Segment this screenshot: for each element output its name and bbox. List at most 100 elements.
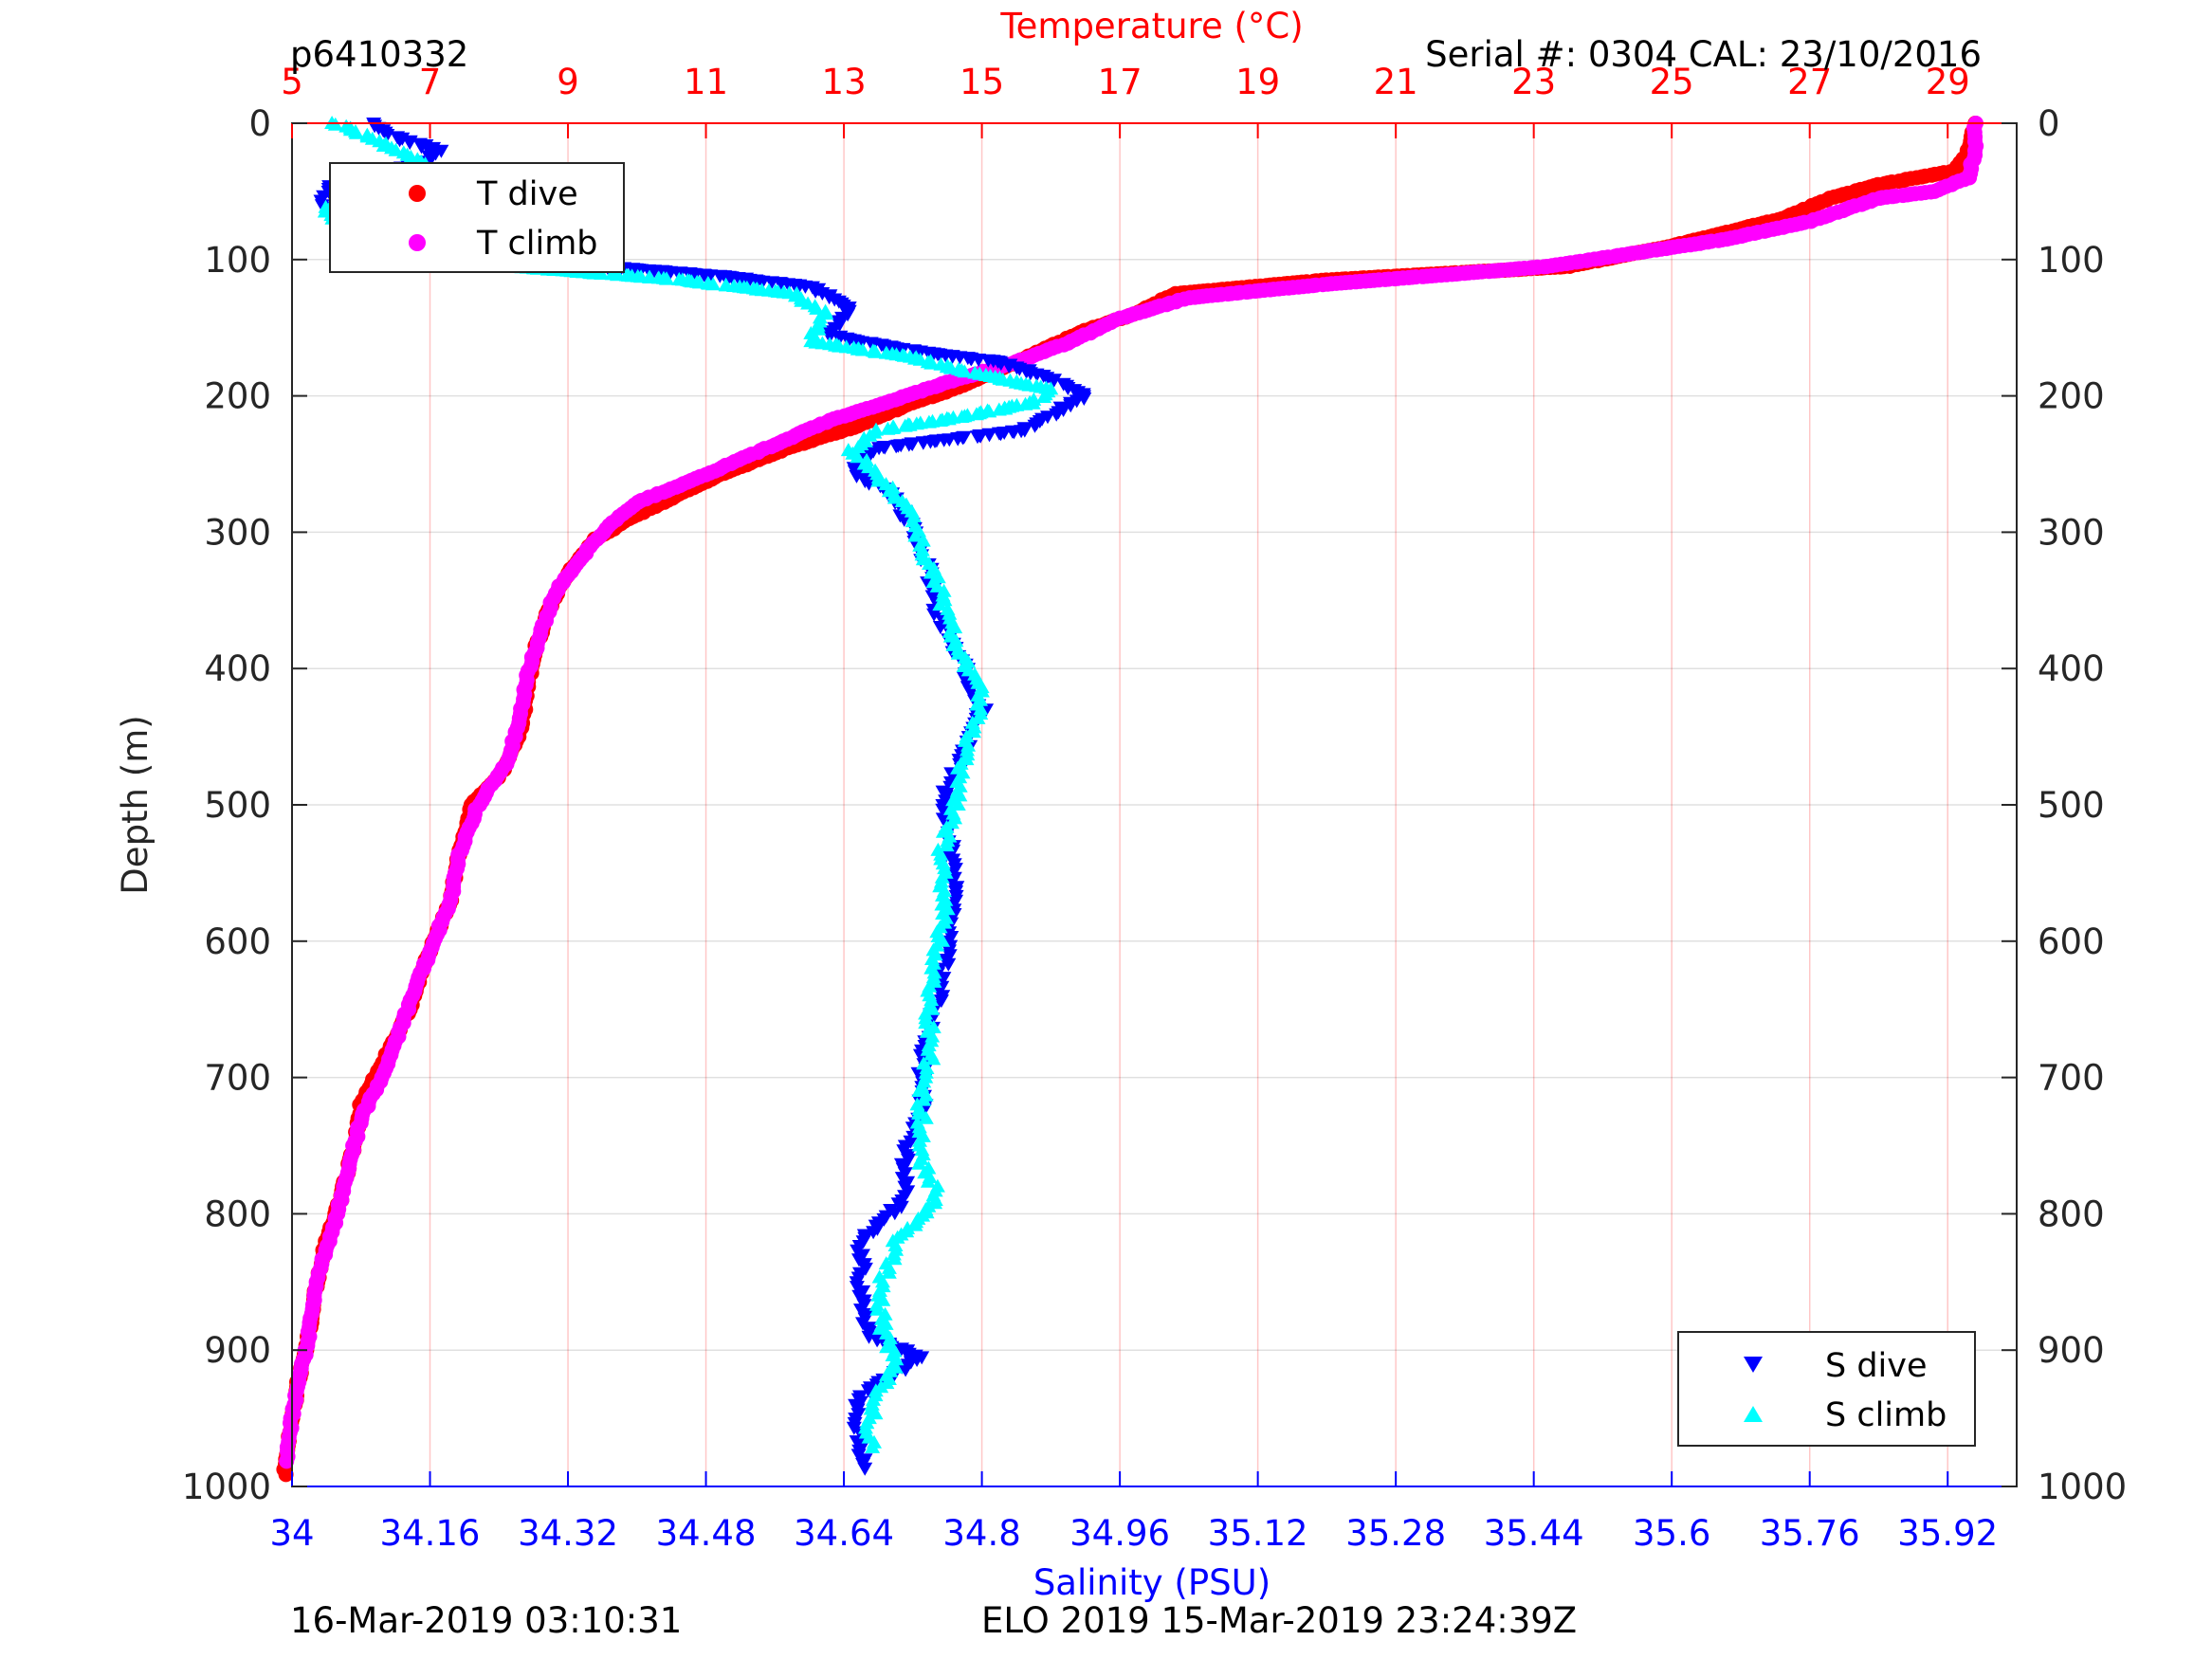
legend-salinity-box [1677, 1331, 1976, 1447]
temperature-tick-label: 21 [1374, 62, 1418, 102]
depth-tick-label-left: 0 [248, 103, 271, 144]
depth-tick-label-left: 400 [204, 648, 271, 689]
marker-s-climb [923, 565, 939, 579]
depth-tick-label-left: 600 [204, 921, 271, 962]
temperature-tick-label: 9 [557, 62, 579, 102]
depth-tick-label-left: 700 [204, 1058, 271, 1099]
legend-s-climb-label: S climb [1825, 1396, 1947, 1434]
salinity-tick-label: 35.6 [1633, 1513, 1710, 1554]
marker-s-climb [1036, 390, 1051, 403]
depth-tick-label-right: 200 [2038, 376, 2105, 417]
salinity-tick-label: 35.44 [1484, 1513, 1584, 1554]
salinity-tick-label: 35.12 [1208, 1513, 1308, 1554]
temperature-tick-label: 23 [1511, 62, 1556, 102]
marker-s-climb [932, 597, 948, 611]
footer-mission-info: ELO 2019 15-Mar-2019 23:24:39Z [981, 1600, 1577, 1641]
marker-s-dive [915, 436, 931, 450]
depth-tick-label-left: 100 [204, 240, 271, 281]
depth-tick-label-left: 800 [204, 1194, 271, 1234]
footer-timestamp: 16-Mar-2019 03:10:31 [290, 1600, 682, 1641]
marker-s-dive [941, 957, 957, 972]
legend-s-dive-marker [1744, 1357, 1763, 1373]
temperature-tick-label: 7 [419, 62, 442, 102]
salinity-tick-label: 34 [269, 1513, 314, 1554]
marker-s-dive [935, 812, 951, 827]
temperature-tick-label: 25 [1650, 62, 1694, 102]
marker-s-climb [880, 421, 896, 435]
marker-s-climb [950, 797, 966, 811]
salinity-tick-label: 34.48 [656, 1513, 757, 1554]
marker-s-climb [957, 364, 973, 378]
salinity-tick-label: 34.8 [942, 1513, 1020, 1554]
marker-s-dive [993, 428, 1009, 442]
temperature-tick-label: 11 [684, 62, 728, 102]
axes: 5 7 9 11 13 15 17 19 21 23 25 27 29 34 34.16 34.32 34.48… [182, 62, 2127, 1554]
depth-tick-label-left: 1000 [182, 1467, 271, 1507]
marker-s-climb [850, 449, 866, 464]
salinity-tick-label: 35.76 [1760, 1513, 1860, 1554]
marker-s-dive [855, 1317, 870, 1331]
depth-tick-label-right: 500 [2038, 785, 2105, 826]
marker-s-climb [969, 407, 984, 421]
marker-s-dive [926, 608, 942, 622]
depth-tick-label-right: 900 [2038, 1330, 2105, 1371]
marker-s-climb [881, 1265, 897, 1279]
marker-s-climb [865, 1439, 881, 1453]
header-serial-cal: Serial #: 0304 CAL: 23/10/2016 [1425, 34, 1982, 75]
legend-t-dive-marker [409, 185, 426, 202]
marker-s-climb [869, 1302, 886, 1316]
legend-temperature-box [329, 162, 625, 273]
marker-s-climb [907, 528, 923, 542]
marker-s-climb [897, 418, 913, 432]
temperature-axis-label: Temperature (°C) [999, 6, 1303, 46]
marker-s-dive [970, 430, 985, 445]
series-t-climb [279, 116, 1984, 1469]
marker-s-climb [870, 473, 887, 487]
depth-axis-label: Depth (m) [115, 715, 155, 894]
legend-s-climb-marker [1744, 1406, 1763, 1422]
marker-s-climb [923, 356, 940, 370]
temperature-tick-label: 19 [1235, 62, 1280, 102]
marker-t-climb [279, 1453, 295, 1469]
temperature-tick-label: 29 [1926, 62, 1970, 102]
salinity-tick-label: 34.32 [518, 1513, 618, 1554]
temperature-tick-label: 5 [281, 62, 303, 102]
legend-t-climb-label: T climb [476, 225, 598, 263]
marker-s-dive [857, 1462, 873, 1476]
marker-s-climb [925, 1051, 941, 1066]
marker-s-dive [850, 1449, 867, 1463]
marker-s-climb [659, 271, 675, 285]
temperature-tick-label: 13 [822, 62, 867, 102]
marker-s-climb [991, 402, 1007, 416]
salinity-tick-label: 35.92 [1897, 1513, 1998, 1554]
grid [291, 122, 2017, 1487]
marker-s-climb [705, 277, 722, 291]
depth-tick-label-right: 800 [2038, 1194, 2105, 1234]
marker-s-climb [939, 838, 955, 852]
marker-s-climb [911, 1105, 926, 1120]
depth-tick-label-left: 300 [204, 512, 271, 553]
series-s-climb [317, 116, 1059, 1453]
marker-s-climb [966, 724, 981, 738]
salinity-tick-label: 35.28 [1345, 1513, 1446, 1554]
marker-s-climb [911, 1156, 927, 1170]
marker-s-climb [348, 125, 364, 139]
marker-s-climb [887, 1251, 903, 1266]
marker-s-climb [855, 342, 870, 356]
header-profile-id: p6410332 [290, 34, 468, 75]
salinity-tick-label: 34.64 [794, 1513, 894, 1554]
depth-tick-label-right: 300 [2038, 512, 2105, 553]
temperature-tick-label: 15 [960, 62, 1004, 102]
legend-t-dive-label: T dive [476, 175, 578, 213]
marker-s-dive [901, 1153, 916, 1167]
depth-tick-label-right: 600 [2038, 921, 2105, 962]
marker-s-climb [918, 1110, 934, 1124]
legend-temperature: T dive T climb [329, 162, 625, 273]
marker-s-climb [911, 1084, 927, 1097]
marker-s-dive [853, 1304, 868, 1318]
temperature-tick-label: 27 [1787, 62, 1832, 102]
marker-s-dive [670, 266, 686, 281]
temperature-tick-label: 17 [1098, 62, 1143, 102]
legend-t-climb-marker [409, 234, 426, 251]
